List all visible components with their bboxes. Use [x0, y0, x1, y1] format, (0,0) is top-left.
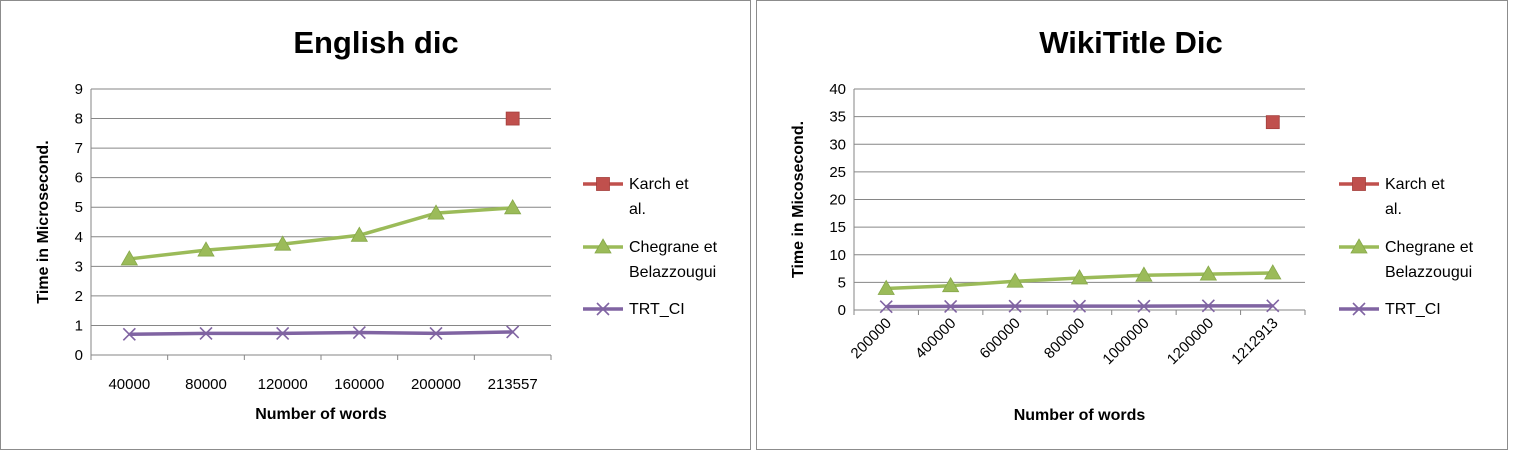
series-line — [129, 330, 513, 337]
x-tick-label: 40000 — [108, 376, 150, 393]
data-point — [429, 326, 443, 340]
chart-title: WikiTitle Dic — [1039, 25, 1222, 60]
series-chegrane-et-belazzougui — [877, 264, 1282, 295]
series-line — [129, 206, 513, 261]
y-tick-label: 10 — [829, 247, 846, 264]
x-tick-label: 1212913 — [1228, 315, 1281, 368]
data-point — [506, 325, 520, 339]
y-tick-label: 25 — [829, 164, 846, 181]
chart-english-dic: English dic 0 1 2 3 4 5 6 7 8 9 40000 80000 120000 160… — [35, 25, 718, 423]
data-point — [1137, 299, 1151, 313]
data-point — [503, 199, 522, 215]
legend-label: Chegrane et Belazzougui — [629, 239, 718, 281]
legend-label: TRT_CI — [629, 301, 685, 318]
data-point — [1265, 115, 1280, 130]
series-karch-et-al- — [505, 111, 520, 126]
x-tick-label: 800000 — [1041, 315, 1088, 362]
legend-label: Karch et al. — [1385, 176, 1445, 218]
data-point — [122, 327, 136, 341]
series-karch-et-al- — [1265, 115, 1280, 130]
data-point — [944, 299, 958, 313]
series-chegrane-et-belazzougui — [120, 199, 522, 266]
x-tick-label: 80000 — [185, 376, 227, 393]
chart-panel-english: English dic 0 1 2 3 4 5 6 7 8 9 40000 80000 120000 160… — [0, 0, 751, 450]
x-tick-label: 1000000 — [1099, 315, 1152, 368]
data-point — [350, 226, 369, 242]
y-tick-label: 7 — [75, 140, 83, 157]
data-point — [352, 325, 366, 340]
y-tick-label: 35 — [829, 109, 846, 126]
legend-label: Chegrane et Belazzougui — [1385, 239, 1474, 281]
data-point — [199, 326, 213, 340]
x-tick-label: 200000 — [848, 315, 895, 362]
x-tick-label: 200000 — [411, 376, 461, 393]
y-tick-label: 2 — [75, 288, 83, 305]
x-tick-label: 213557 — [488, 376, 538, 393]
y-axis-title: Time in Microsecond. — [35, 140, 52, 303]
data-point — [877, 279, 895, 295]
data-point — [427, 204, 445, 220]
data-point — [505, 111, 520, 126]
series-trt-ci — [879, 299, 1280, 314]
x-axis-title: Number of words — [1014, 407, 1146, 424]
data-point — [1070, 269, 1089, 285]
y-tick-label: 6 — [75, 170, 83, 187]
legend-marker — [1352, 177, 1366, 191]
legend-marker — [1350, 238, 1368, 254]
y-tick-label: 15 — [829, 219, 846, 236]
chart-panel-wikititle: WikiTitle Dic 0 5 10 15 20 25 30 35 40 200000 40000… — [756, 0, 1508, 450]
y-axis-title: Time in Micosecond. — [790, 121, 807, 278]
y-tick-label: 5 — [838, 274, 846, 291]
legend-marker — [596, 302, 610, 316]
legend-label: TRT_CI — [1385, 301, 1441, 318]
data-point — [1266, 299, 1280, 313]
data-point — [273, 235, 292, 251]
data-point — [941, 276, 960, 293]
legend-marker — [596, 177, 610, 191]
y-tick-label: 0 — [838, 302, 846, 319]
y-tick-label: 1 — [75, 317, 83, 334]
data-point — [1199, 265, 1218, 281]
x-tick-label: 1200000 — [1164, 315, 1217, 368]
legend-marker — [594, 238, 612, 254]
y-tick-label: 40 — [829, 81, 846, 98]
series-trt-ci — [122, 325, 520, 341]
data-point — [197, 241, 215, 257]
x-tick-label: 600000 — [976, 315, 1023, 362]
chart-title: English dic — [293, 25, 458, 60]
data-point — [1264, 264, 1282, 280]
y-tick-label: 0 — [75, 347, 83, 364]
x-tick-label: 120000 — [258, 376, 308, 393]
x-tick-label: 400000 — [912, 315, 959, 362]
y-tick-label: 8 — [75, 111, 83, 128]
y-tick-label: 20 — [829, 192, 846, 209]
legend-marker — [1352, 302, 1366, 316]
legend-label: Karch et al. — [629, 176, 689, 218]
data-point — [120, 250, 139, 266]
y-tick-label: 30 — [829, 136, 846, 153]
data-point — [1135, 266, 1153, 282]
data-point — [1008, 299, 1022, 313]
x-axis-title: Number of words — [255, 406, 387, 423]
x-tick-label: 160000 — [334, 376, 384, 393]
y-tick-label: 4 — [75, 229, 83, 246]
y-tick-label: 9 — [75, 81, 83, 98]
y-tick-label: 3 — [75, 258, 83, 275]
chart-wikititle-dic: WikiTitle Dic 0 5 10 15 20 25 30 35 40 200000 40000… — [790, 25, 1474, 424]
y-tick-label: 5 — [75, 199, 83, 216]
data-point — [1072, 299, 1087, 313]
data-point — [276, 326, 290, 340]
data-point — [879, 300, 893, 314]
data-point — [1006, 272, 1024, 288]
data-point — [1201, 299, 1215, 313]
